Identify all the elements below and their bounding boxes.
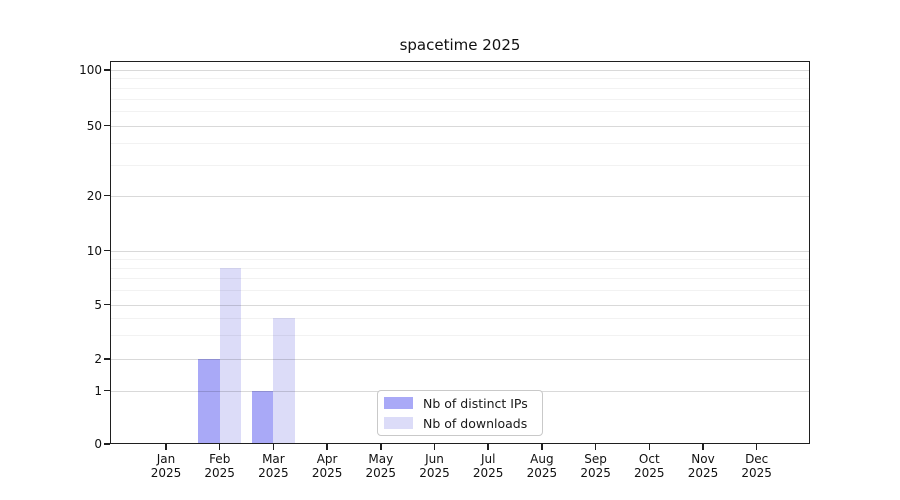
x-tick-year: 2025: [204, 465, 235, 480]
x-tick-mark: [326, 444, 328, 450]
y-tick-mark: [104, 303, 110, 306]
y-tick-mark: [104, 124, 110, 127]
y-tick-label: 10: [86, 243, 102, 258]
x-tick-month: Sep: [584, 452, 607, 466]
legend-swatch-downloads: [384, 417, 413, 429]
bar-feb-distinct-ips: [198, 359, 220, 444]
legend-item-downloads: Nb of downloads: [384, 417, 536, 430]
minor-gridline: [111, 142, 809, 144]
minor-gridline: [111, 87, 809, 89]
major-gridline: [111, 304, 809, 306]
legend-item-distinct-ips: Nb of distinct IPs: [384, 397, 536, 410]
x-tick-year: 2025: [365, 465, 397, 480]
x-tick-label: Apr 2025: [297, 452, 357, 480]
y-tick-mark: [104, 69, 110, 71]
x-tick-month: Jul: [480, 452, 496, 466]
legend-swatch-distinct-ips: [384, 397, 413, 409]
x-tick-label: Jan 2025: [136, 452, 196, 480]
x-tick-month: May: [368, 452, 394, 466]
x-tick-label: Aug 2025: [512, 452, 572, 480]
x-tick-mark: [380, 444, 382, 450]
x-tick-label: May 2025: [351, 452, 411, 480]
x-tick-month: Nov: [691, 452, 715, 466]
x-tick-label: Dec 2025: [727, 452, 787, 480]
y-tick-label: 50: [86, 118, 102, 133]
x-tick-month: Dec: [745, 452, 769, 466]
x-tick-year: 2025: [311, 465, 343, 480]
x-tick-month: Feb: [209, 452, 231, 466]
x-tick-year: 2025: [419, 465, 450, 480]
x-tick-year: 2025: [472, 465, 504, 480]
y-tick-label: 100: [79, 63, 102, 77]
x-tick-year: 2025: [258, 465, 289, 480]
major-gridline: [111, 250, 809, 252]
x-tick-label: Nov 2025: [673, 452, 733, 480]
chart-title: spacetime 2025: [399, 36, 521, 54]
x-tick-month: Apr: [316, 452, 338, 466]
minor-gridline: [111, 317, 809, 319]
major-gridline: [111, 125, 809, 127]
minor-gridline: [111, 334, 809, 336]
minor-gridline: [111, 164, 809, 166]
minor-gridline: [111, 290, 809, 292]
x-tick-month: Aug: [530, 452, 554, 466]
x-tick-mark: [272, 444, 275, 450]
x-tick-month: Jan: [156, 452, 176, 466]
y-tick-label: 20: [86, 188, 102, 203]
minor-gridline: [111, 110, 809, 112]
x-tick-label: Sep 2025: [566, 452, 626, 480]
x-tick-mark: [541, 444, 543, 450]
x-tick-mark: [702, 444, 704, 450]
y-tick-label: 1: [94, 383, 102, 398]
x-tick-month: Jun: [425, 452, 444, 466]
x-tick-mark: [487, 444, 489, 450]
legend-label-distinct-ips: Nb of distinct IPs: [423, 395, 528, 411]
x-tick-mark: [165, 444, 167, 450]
minor-gridline: [111, 98, 809, 100]
minor-gridline: [111, 258, 809, 260]
x-tick-label: Jul 2025: [458, 452, 518, 480]
y-tick-label: 0: [94, 437, 102, 451]
y-tick-label: 5: [94, 297, 102, 312]
y-tick-mark: [104, 194, 110, 197]
y-tick-mark: [104, 389, 110, 392]
x-tick-label: Jun 2025: [405, 452, 465, 480]
y-tick-mark: [104, 249, 110, 252]
x-tick-label: Feb 2025: [190, 452, 250, 480]
x-tick-year: 2025: [150, 465, 182, 480]
x-tick-year: 2025: [741, 465, 772, 480]
x-tick-mark: [218, 444, 221, 450]
minor-gridline: [111, 278, 809, 280]
x-tick-year: 2025: [526, 465, 558, 480]
y-tick-label: 2: [94, 352, 102, 366]
bar-feb-downloads: [219, 267, 242, 444]
minor-gridline: [111, 267, 809, 269]
x-tick-year: 2025: [687, 465, 719, 480]
major-gridline: [111, 359, 809, 360]
legend: Nb of distinct IPs Nb of downloads: [377, 390, 543, 436]
x-tick-mark: [755, 444, 758, 450]
y-tick-mark: [104, 358, 110, 360]
x-tick-mark: [594, 444, 597, 450]
x-tick-month: Mar: [262, 452, 285, 466]
legend-label-downloads: Nb of downloads: [423, 415, 528, 431]
x-tick-year: 2025: [634, 465, 665, 480]
minor-gridline: [111, 78, 809, 80]
x-tick-mark: [433, 444, 436, 450]
x-tick-year: 2025: [580, 465, 611, 480]
x-tick-label: Oct 2025: [619, 452, 679, 480]
major-gridline: [111, 70, 809, 71]
x-tick-label: Mar 2025: [243, 452, 303, 480]
bar-mar-downloads: [273, 317, 295, 444]
y-tick-mark: [104, 443, 110, 445]
bar-mar-distinct-ips: [251, 390, 274, 444]
major-gridline: [111, 195, 809, 197]
x-tick-mark: [648, 444, 651, 450]
x-tick-month: Oct: [638, 452, 660, 466]
